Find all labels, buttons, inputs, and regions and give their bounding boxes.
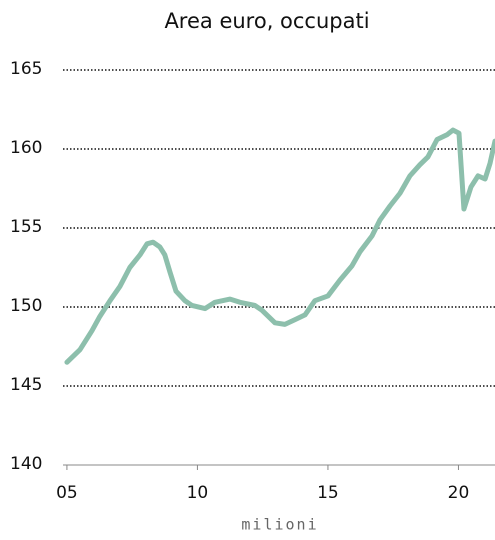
x-tick-label: 05 — [56, 483, 78, 503]
x-axis-label: milioni — [241, 516, 318, 534]
x-tick-label: 10 — [187, 483, 209, 503]
y-tick-label: 165 — [10, 59, 42, 79]
data-line — [64, 127, 495, 365]
y-tick-label: 155 — [10, 217, 42, 237]
grid — [63, 69, 495, 470]
plot-area — [64, 127, 495, 365]
y-tick-label: 150 — [10, 296, 42, 316]
y-tick-label: 145 — [10, 375, 42, 395]
x-tick-label: 15 — [317, 483, 339, 503]
y-tick-label: 160 — [10, 138, 42, 158]
y-tick-label: 140 — [10, 454, 42, 474]
x-tick-label: 20 — [448, 483, 470, 503]
chart-title: Area euro, occupati — [164, 9, 369, 33]
